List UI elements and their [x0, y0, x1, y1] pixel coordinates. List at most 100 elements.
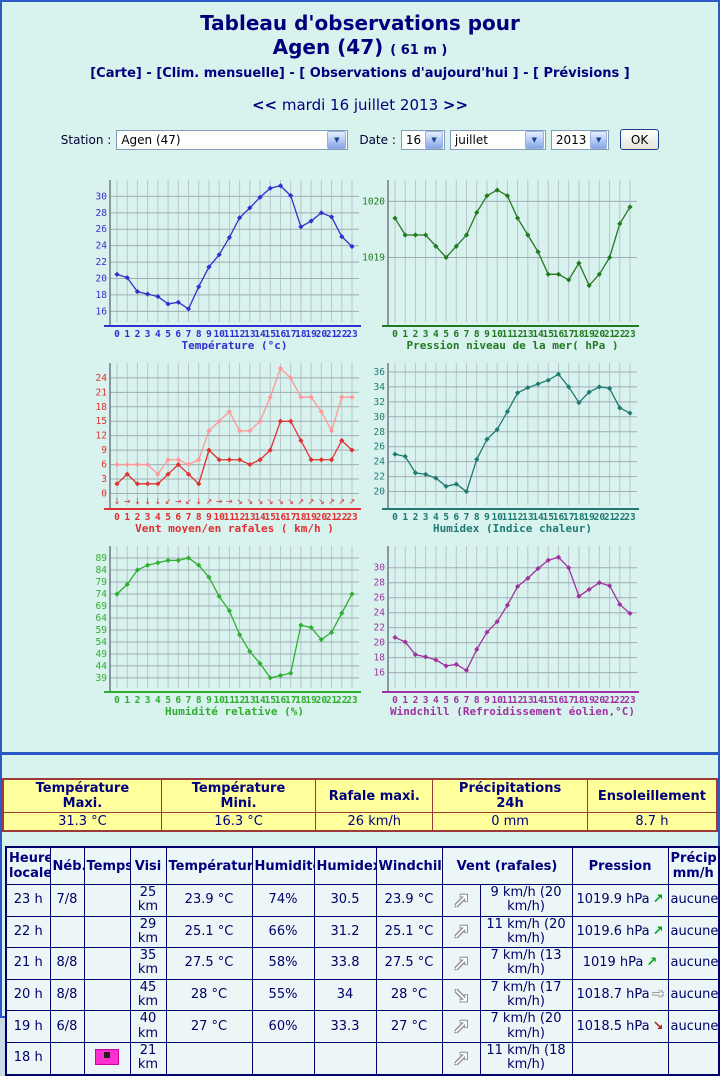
- svg-text:↘: ↘: [277, 497, 284, 506]
- cell-nebulosity: [49, 1041, 85, 1076]
- svg-text:Windchill (Refroidissement éol: Windchill (Refroidissement éolien,°C): [390, 705, 635, 716]
- svg-text:23: 23: [346, 329, 358, 340]
- cell-wind-speed: 7 km/h (20 km/h): [479, 1010, 573, 1043]
- svg-text:9: 9: [206, 329, 212, 340]
- svg-text:↗: ↗: [206, 497, 213, 506]
- svg-text:30: 30: [374, 563, 386, 574]
- year-select[interactable]: 2013: [550, 129, 609, 150]
- nav-link[interactable]: [ Observations d'aujourd'hui ]: [299, 66, 519, 81]
- column-header: Windchill: [375, 846, 443, 885]
- cell-nebulosity: 6/8: [49, 1010, 85, 1043]
- cell-weather: [83, 1041, 131, 1076]
- next-day-link[interactable]: >>: [442, 96, 469, 114]
- pressure-trend-down-icon: ↘: [652, 1018, 664, 1034]
- svg-text:11: 11: [502, 329, 514, 340]
- svg-text:26: 26: [96, 224, 108, 235]
- cell-temperature: 27.5 °C: [165, 947, 253, 980]
- cell-weather: [83, 978, 131, 1012]
- svg-text:26: 26: [374, 442, 386, 453]
- svg-text:↗: ↗: [328, 497, 335, 506]
- svg-text:↙: ↙: [185, 497, 192, 506]
- nav-link[interactable]: [ Prévisions ]: [533, 66, 630, 81]
- station-select[interactable]: Agen (47): [116, 129, 349, 150]
- month-select[interactable]: juillet: [449, 129, 546, 150]
- svg-text:7: 7: [464, 695, 470, 706]
- current-date: mardi 16 juillet 2013: [277, 96, 443, 114]
- svg-text:6: 6: [175, 329, 181, 340]
- cell-weather: [83, 947, 131, 980]
- chart-windchill: 16 18 20 22 24 26 28 30 0 1 2 3 4 5 6 7 8 9 10 11 12 13 14 15 16…: [362, 542, 640, 718]
- cell-pressure: 1019.9 hPa ↗: [571, 884, 669, 917]
- cell-humidity: 66%: [251, 915, 315, 949]
- svg-text:6: 6: [175, 695, 181, 706]
- svg-text:8: 8: [474, 329, 480, 340]
- svg-text:4: 4: [155, 512, 161, 523]
- svg-text:↓: ↓: [134, 497, 141, 506]
- column-header: Humidité: [251, 846, 315, 885]
- svg-text:0: 0: [101, 488, 107, 499]
- cell-humidity: 60%: [251, 1010, 315, 1043]
- svg-text:20: 20: [594, 512, 606, 523]
- column-header: Néb.: [49, 846, 85, 885]
- nav-link[interactable]: [Carte]: [90, 66, 142, 81]
- svg-text:6: 6: [453, 512, 459, 523]
- svg-text:9: 9: [101, 445, 107, 456]
- svg-text:10: 10: [491, 695, 503, 706]
- cell-visibility: 35 km: [129, 947, 167, 980]
- cell-precipitation: aucune: [667, 947, 720, 980]
- cell-precipitation: [667, 1041, 720, 1076]
- svg-text:0: 0: [392, 329, 398, 340]
- svg-text:19: 19: [583, 695, 595, 706]
- pressure-trend-up-icon: ↗: [646, 955, 658, 971]
- day-select[interactable]: 16: [400, 129, 445, 150]
- cell-wind-speed: 9 km/h (20 km/h): [479, 884, 573, 917]
- table-row: 22 h 29 km 25.1 °C 66% 31.2 25.1 °C ↗ 11 km/h (…: [5, 915, 720, 949]
- nav-link[interactable]: [Clim. mensuelle]: [156, 66, 285, 81]
- svg-text:21: 21: [604, 512, 616, 523]
- cell-wind-direction: ↗: [441, 947, 481, 980]
- wind-direction-icon: ↗: [452, 950, 470, 975]
- summary-value: 31.3 °C: [2, 812, 162, 832]
- pressure-trend-up-icon: ↗: [652, 892, 664, 908]
- link-separator: -: [284, 66, 300, 81]
- svg-text:13: 13: [244, 512, 256, 523]
- svg-text:18: 18: [295, 329, 307, 340]
- chevron-down-icon[interactable]: [327, 130, 347, 149]
- svg-text:3: 3: [423, 695, 429, 706]
- svg-text:15: 15: [543, 512, 555, 523]
- svg-text:18: 18: [295, 695, 307, 706]
- svg-text:23: 23: [346, 512, 358, 523]
- prev-day-link[interactable]: <<: [251, 96, 278, 114]
- station-select-label: Station :: [60, 132, 112, 147]
- svg-text:14: 14: [532, 329, 544, 340]
- chevron-down-icon[interactable]: [524, 130, 544, 149]
- cell-humidity: 55%: [251, 978, 315, 1012]
- chevron-down-icon[interactable]: [590, 130, 607, 149]
- svg-text:16: 16: [553, 512, 565, 523]
- cell-visibility: 29 km: [129, 915, 167, 949]
- column-header: Vent (rafales): [441, 846, 573, 885]
- svg-text:7: 7: [464, 512, 470, 523]
- svg-text:Température (°c): Température (°c): [182, 339, 288, 350]
- chevron-down-icon[interactable]: [425, 130, 443, 149]
- cell-wind-direction: ↗: [441, 884, 481, 917]
- svg-text:18: 18: [96, 402, 108, 413]
- svg-text:22: 22: [336, 695, 347, 706]
- station-select-value: Agen (47): [121, 132, 181, 147]
- date-select-label: Date :: [359, 132, 396, 147]
- column-header: Visi: [129, 846, 167, 885]
- svg-text:20: 20: [96, 273, 108, 284]
- svg-text:3: 3: [145, 329, 151, 340]
- svg-text:↓: ↓: [195, 497, 202, 506]
- svg-text:↓: ↓: [144, 497, 151, 506]
- svg-text:6: 6: [175, 512, 181, 523]
- svg-text:Humidex (Indice chaleur): Humidex (Indice chaleur): [433, 522, 592, 533]
- svg-text:30: 30: [374, 412, 386, 423]
- link-separator: -: [141, 66, 157, 81]
- svg-text:28: 28: [374, 578, 386, 589]
- cell-wind-direction: ↗: [441, 1010, 481, 1043]
- ok-button[interactable]: OK: [619, 129, 660, 150]
- svg-text:1: 1: [124, 695, 130, 706]
